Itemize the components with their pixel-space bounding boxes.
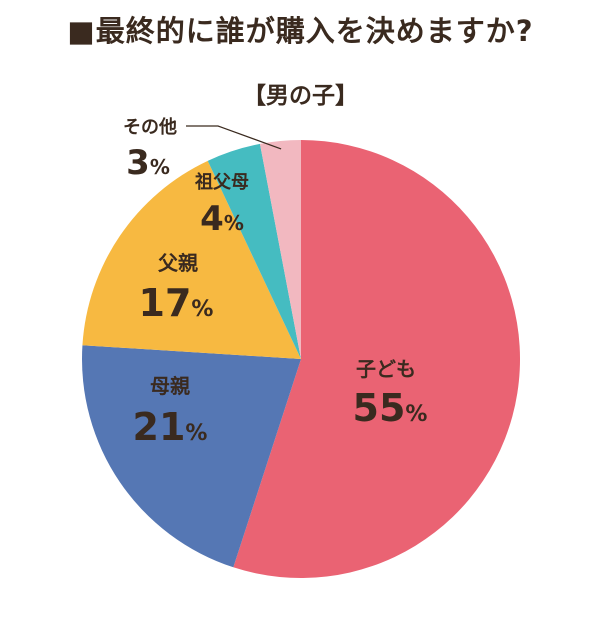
pie-slice-1 xyxy=(233,140,521,578)
slice-value-2: 21% xyxy=(133,405,208,449)
pie-slice-4 xyxy=(207,143,301,359)
slice-label-3: 父親 xyxy=(157,251,198,275)
slice-label-4: 祖父母 xyxy=(194,171,249,193)
slice-value-1: 55% xyxy=(353,386,428,430)
pie-slice-2 xyxy=(81,345,301,568)
slice-label-5: その他 xyxy=(123,116,177,138)
leader-line xyxy=(186,125,282,150)
pie-slice-5 xyxy=(259,140,301,359)
chart-title: ■最終的に誰が購入を決めますか? xyxy=(67,14,534,48)
slice-value-5: 3% xyxy=(126,143,170,183)
chart-subtitle: 【男の子】 xyxy=(243,83,358,109)
slice-label-2: 母親 xyxy=(150,374,190,398)
slice-value-3: 17% xyxy=(139,281,214,325)
slice-label-1: 子ども xyxy=(356,357,416,381)
slice-value-4: 4% xyxy=(200,199,244,239)
pie-slice-3 xyxy=(82,160,302,359)
